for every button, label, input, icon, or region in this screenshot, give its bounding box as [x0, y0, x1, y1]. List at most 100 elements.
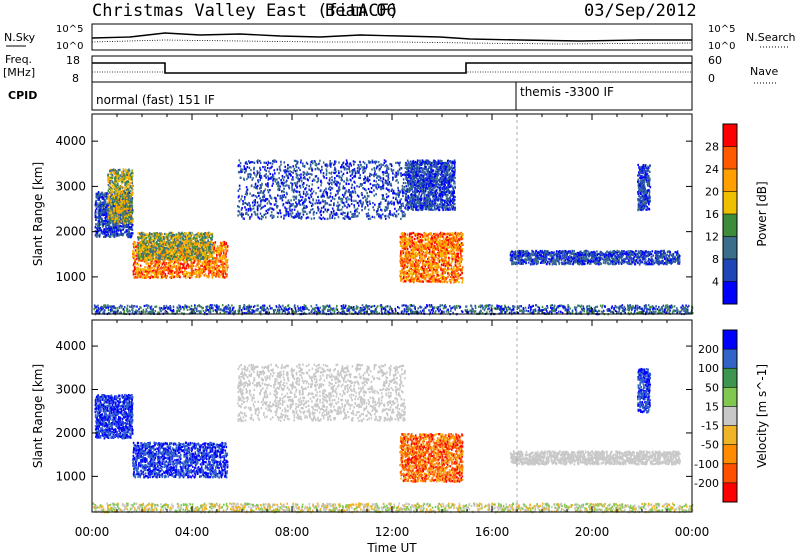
x-tick-label: 12:00: [375, 525, 410, 539]
colorbar-tick-label: 200: [698, 343, 719, 356]
power-echo-region-6: [404, 159, 457, 212]
colorbar-swatch: [723, 482, 737, 503]
nsearch-trace: [91, 39, 693, 45]
nave-label: Nave: [750, 65, 778, 78]
velocity-colorbar: 200 100 50 15 -15 -50 -100 -200 Velocity [m s^-1…: [694, 329, 769, 503]
power-echo-region-4: [237, 159, 406, 221]
cpid-label: CPID: [8, 89, 37, 102]
colorbar-swatch: [723, 349, 737, 369]
power-colorbar: 28 24 20 16 12 8 4 Power [dB]: [705, 123, 769, 305]
velocity-echo-region-3: [399, 433, 464, 483]
velocity-echo-region-0: [94, 393, 134, 440]
x-tick-label: 00:00: [75, 525, 110, 539]
velocity-echo-region-4: [509, 450, 681, 466]
nsky-high-tick: 10^5: [56, 24, 83, 35]
nave-trace: [92, 71, 692, 74]
colorbar-tick-label: 100: [698, 362, 719, 375]
colorbar-tick-label: 12: [705, 231, 719, 244]
velocity-panel: 1000 2000 3000 4000 Slant Range [km]: [31, 319, 694, 514]
power-echo-region-1: [107, 168, 134, 225]
colorbar-swatch: [723, 259, 737, 282]
power-echo-region-3: [137, 231, 214, 261]
colorbar-swatch: [723, 463, 737, 484]
colorbar-tick-label: 15: [705, 400, 719, 413]
colorbar-tick-label: 20: [705, 186, 719, 199]
velocity-echo-region-5: [637, 367, 652, 414]
x-tick-label: 00:00: [675, 525, 710, 539]
colorbar-tick-label: -200: [694, 477, 719, 490]
y-tick-label: 4000: [55, 134, 86, 148]
freq-low-tick: 8: [72, 72, 79, 85]
nsky-trace: [91, 32, 692, 42]
velocity-echo-region-6: [92, 502, 694, 514]
colorbar-swatch: [723, 444, 737, 465]
y-axis-label: Slant Range [km]: [31, 162, 45, 266]
freq-high-tick: 18: [66, 54, 80, 67]
colorbar-tick-label: -15: [701, 420, 719, 433]
x-tick-label: 20:00: [575, 525, 610, 539]
y-tick-label: 1000: [55, 469, 86, 483]
nsky-strip: N.Sky 10^5 10^0 10^5 10^0 N.Search: [4, 23, 796, 52]
colorbar-label: Velocity [m s^-1]: [755, 364, 769, 468]
time-axis: 00:00 04:00 08:00 12:00 16:00 20:00 00:00: [75, 525, 710, 539]
freq-strip: Freq. [MHz] 18 8 60 0 Nave: [3, 53, 778, 85]
station-title: Christmas Valley East (fitACF): [92, 1, 399, 21]
power-echo-region-7: [509, 249, 681, 266]
velocity-echo-region-1: [132, 441, 229, 479]
colorbar-swatch: [723, 124, 737, 147]
x-tick-label: 08:00: [275, 525, 310, 539]
nsky-label: N.Sky: [4, 31, 36, 44]
colorbar-swatch: [723, 425, 737, 446]
colorbar-swatch: [723, 191, 737, 215]
y-tick-label: 4000: [55, 339, 86, 353]
colorbar-swatch: [723, 406, 737, 427]
nsky-high-tick-right: 10^5: [708, 24, 735, 35]
colorbar-swatch: [723, 281, 737, 305]
power-panel: 1000 2000 3000 4000 Slant Range [km]: [31, 113, 694, 316]
freq-unit-label: [MHz]: [3, 66, 35, 79]
y-axis-label: Slant Range [km]: [31, 364, 45, 468]
colorbar-tick-label: -100: [694, 458, 719, 471]
colorbar-tick-label: 28: [705, 141, 719, 154]
nave-high-tick: 60: [708, 54, 722, 67]
velocity-echo-region-2: [237, 363, 406, 423]
nsky-low-tick-right: 10^0: [708, 41, 735, 52]
colorbar-tick-label: 50: [705, 381, 719, 394]
colorbar-tick-label: 16: [705, 208, 719, 221]
x-tick-label: 04:00: [175, 525, 210, 539]
y-tick-label: 2000: [55, 426, 86, 440]
colorbar-swatch: [723, 214, 737, 237]
power-echo-region-5: [399, 231, 464, 284]
colorbar-tick-label: 24: [705, 163, 719, 176]
velocity-frame: [91, 319, 693, 513]
y-tick-label: 3000: [55, 179, 86, 193]
date-title: 03/Sep/2012: [584, 1, 697, 21]
x-axis-label: Time UT: [366, 541, 417, 554]
colorbar-tick-label: -50: [701, 439, 719, 452]
colorbar-swatch: [723, 368, 737, 388]
cpid-strip: CPID normal (fast) 151 IF themis -3300 I…: [8, 81, 693, 111]
colorbar-label: Power [dB]: [755, 181, 769, 246]
velocity-echoes: [92, 363, 694, 514]
x-tick-label: 16:00: [475, 525, 510, 539]
beam-title: Beam 06: [325, 1, 397, 21]
nsky-low-tick: 10^0: [56, 41, 83, 52]
power-echo-region-8: [637, 163, 652, 212]
colorbar-tick-label: 8: [712, 253, 719, 266]
cpid-mode-1: normal (fast) 151 IF: [96, 93, 215, 107]
colorbar-tick-label: 4: [712, 276, 719, 289]
colorbar-swatch: [723, 236, 737, 260]
power-echoes: [93, 159, 694, 316]
freq-label: Freq.: [5, 53, 32, 66]
colorbar-swatch: [723, 146, 737, 170]
y-tick-label: 3000: [55, 383, 86, 397]
y-tick-label: 2000: [55, 225, 86, 239]
nave-low-tick: 0: [708, 72, 715, 85]
y-tick-label: 1000: [55, 270, 86, 284]
nsearch-label: N.Search: [746, 31, 796, 44]
freq-trace: [92, 62, 692, 74]
colorbar-swatch: [723, 330, 737, 350]
colorbar-swatch: [723, 387, 737, 407]
cpid-mode-2: themis -3300 IF: [520, 85, 614, 99]
